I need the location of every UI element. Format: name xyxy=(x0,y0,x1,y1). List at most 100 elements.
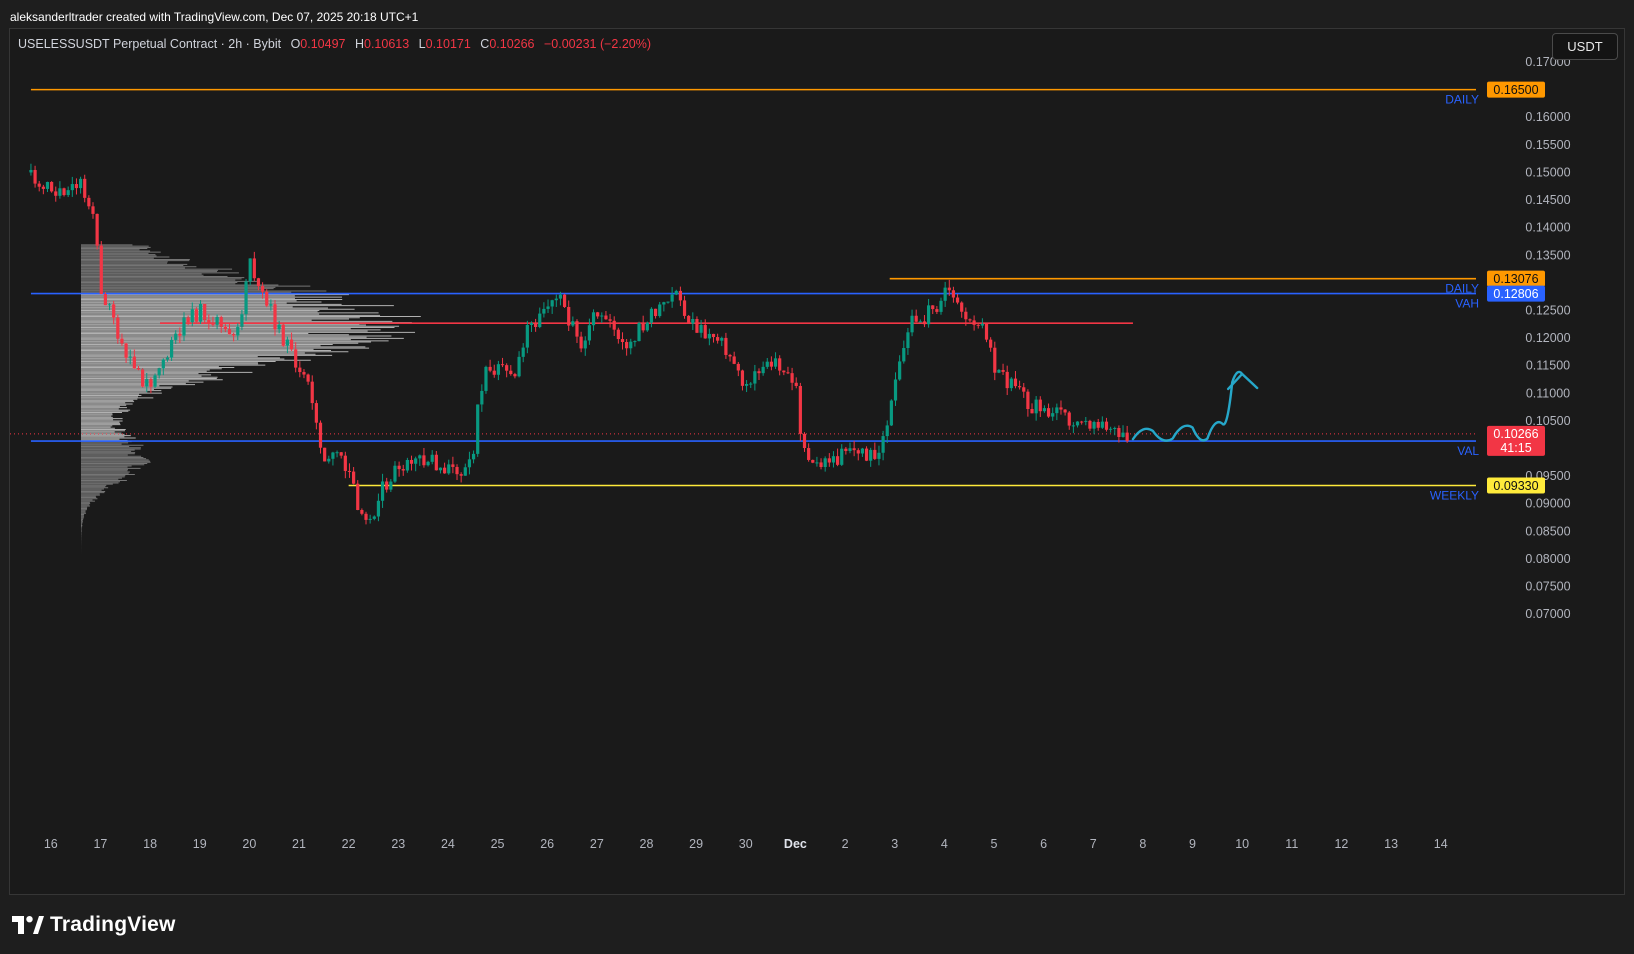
candle-body xyxy=(1125,432,1129,442)
candle-body xyxy=(1096,421,1100,428)
candle-body xyxy=(1038,399,1042,412)
candle-body xyxy=(567,306,571,326)
volume-profile xyxy=(81,244,421,554)
price-tick-label: 0.08000 xyxy=(1525,552,1570,566)
candle-body xyxy=(873,449,877,459)
candle-body xyxy=(997,369,1001,373)
candle-body xyxy=(869,449,873,461)
candle-body xyxy=(790,373,794,383)
last-price-badge: 0.10266 xyxy=(1493,427,1538,441)
price-tick-label: 0.09000 xyxy=(1525,497,1570,511)
candle-body xyxy=(989,339,993,348)
candle-body xyxy=(1088,420,1092,429)
candle-body xyxy=(571,321,575,326)
candle-body xyxy=(1051,413,1055,417)
candle-body xyxy=(910,315,914,333)
projection-arrowhead xyxy=(1226,372,1259,391)
chart-caption: aleksanderltrader created with TradingVi… xyxy=(10,10,419,24)
candle-body xyxy=(103,294,108,306)
time-tick-label: 30 xyxy=(739,837,753,851)
candle-body xyxy=(426,461,430,466)
candle-body xyxy=(136,368,141,370)
candle-body xyxy=(1026,391,1030,409)
candle-body xyxy=(323,447,327,462)
candle-body xyxy=(951,290,956,298)
candle-body xyxy=(534,322,538,328)
candle-body xyxy=(41,186,45,189)
candle-body xyxy=(893,379,898,401)
time-tick-label: 21 xyxy=(292,837,306,851)
candle-body xyxy=(687,315,691,324)
candle-body xyxy=(107,304,112,306)
candle-body xyxy=(1104,421,1109,430)
candle-body xyxy=(418,455,422,459)
price-tick-label: 0.07500 xyxy=(1525,580,1570,594)
candle-body xyxy=(347,470,352,472)
candle-body xyxy=(1117,427,1121,437)
candle-body xyxy=(794,382,798,386)
candle-body xyxy=(91,206,95,214)
candle-body xyxy=(604,315,608,320)
symbol-title[interactable]: USELESSUSDT Perpetual Contract · 2h · By… xyxy=(18,37,282,51)
level-label: VAH xyxy=(1455,297,1479,311)
candle-body xyxy=(798,385,802,434)
tradingview-brand[interactable]: TradingView xyxy=(12,913,176,937)
projection-path xyxy=(1131,370,1244,442)
candle-body xyxy=(600,315,604,317)
candle-body xyxy=(509,370,513,375)
time-tick-label: 25 xyxy=(491,837,505,851)
time-tick-label: 2 xyxy=(842,837,849,851)
candle-body xyxy=(190,309,194,323)
symbol-legend[interactable]: USELESSUSDT Perpetual Contract · 2h · By… xyxy=(18,37,651,51)
price-tick-label: 0.14000 xyxy=(1525,221,1570,235)
candle-body xyxy=(1055,407,1059,414)
candle-body xyxy=(922,321,927,325)
candle-body xyxy=(443,467,447,474)
candle-body xyxy=(1046,408,1051,417)
candle-body xyxy=(682,300,687,316)
candle-body xyxy=(554,298,558,301)
candle-body xyxy=(78,178,83,189)
brand-name: TradingView xyxy=(50,913,176,936)
open-value: 0.10497 xyxy=(300,37,346,51)
candle-body xyxy=(724,337,728,355)
currency-button[interactable]: USDT xyxy=(1552,33,1618,60)
candle-body xyxy=(455,466,459,475)
candle-body xyxy=(608,319,612,321)
candle-body xyxy=(120,338,124,344)
candle-body xyxy=(401,469,405,471)
time-tick-label: 9 xyxy=(1189,837,1196,851)
candle-body xyxy=(500,364,505,366)
price-tick-label: 0.11500 xyxy=(1526,359,1570,373)
candle-body xyxy=(583,340,587,349)
candle-body xyxy=(273,304,277,330)
price-tick-label: 0.11000 xyxy=(1526,386,1570,400)
candle-body xyxy=(339,452,343,456)
candle-body xyxy=(99,245,103,295)
time-tick-label: 6 xyxy=(1040,837,1047,851)
candle-body xyxy=(1009,378,1013,389)
candle-body xyxy=(480,390,484,405)
candle-body xyxy=(546,306,550,309)
time-tick-label: 10 xyxy=(1235,837,1249,851)
candle-body xyxy=(248,258,252,282)
candle-body xyxy=(625,342,629,349)
candle-body xyxy=(1022,387,1026,392)
candle-body xyxy=(211,323,215,325)
candle-body xyxy=(720,337,724,341)
close-label: C xyxy=(480,37,490,51)
candle-body xyxy=(385,481,389,490)
candle-body xyxy=(918,321,922,323)
level-price-badge: 0.13076 xyxy=(1493,272,1538,286)
time-tick-label: 14 xyxy=(1434,837,1448,851)
candle-body xyxy=(149,379,153,387)
candle-body xyxy=(54,191,58,196)
open-label: O xyxy=(290,37,301,51)
candle-body xyxy=(728,354,732,357)
candle-body xyxy=(302,372,306,375)
price-tick-label: 0.15000 xyxy=(1525,165,1570,179)
candle-body xyxy=(612,320,616,330)
time-tick-label: 27 xyxy=(590,837,604,851)
last-price-badge-bg xyxy=(1487,425,1545,456)
